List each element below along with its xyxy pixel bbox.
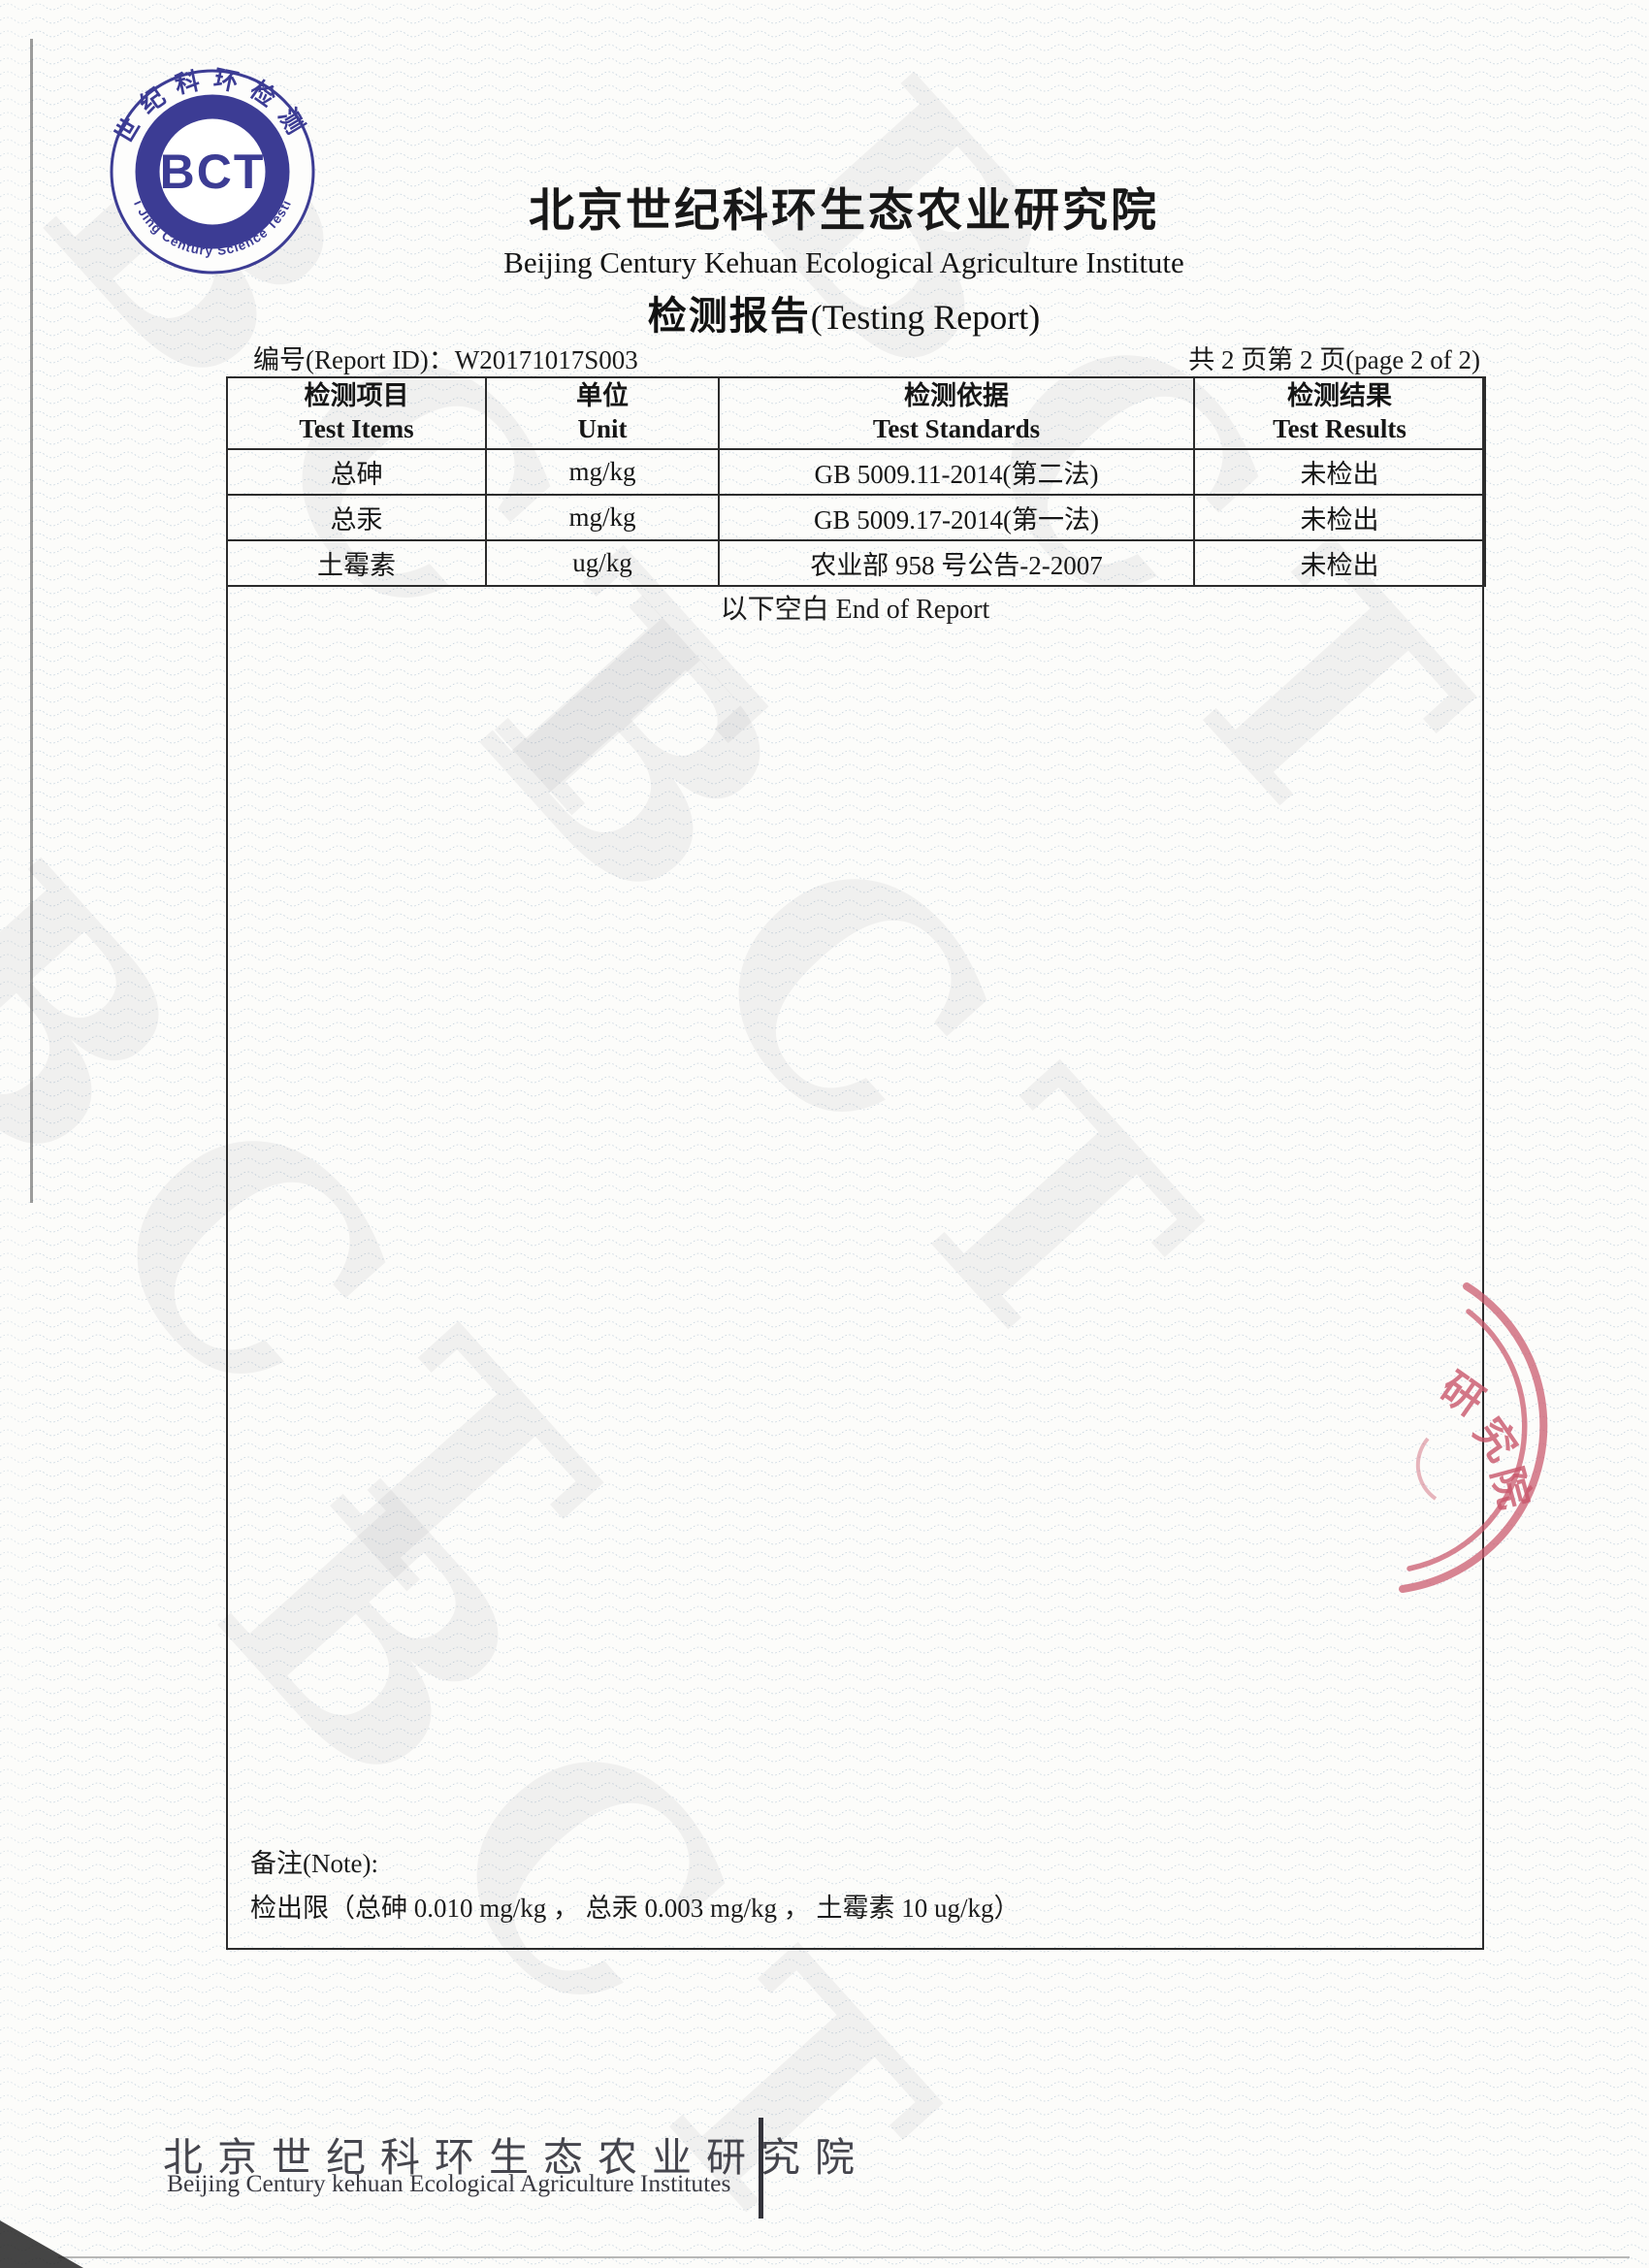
table-header-row: 检测项目 Test Items 单位 Unit 检测依据 Test Standa… [226,376,1486,450]
cell-result: 未检出 [1193,448,1486,496]
stamp-char: 究 [1465,1410,1526,1470]
notes-block: 备注(Note): 检出限（总砷 0.010 mg/kg ， 总汞 0.003 … [250,1841,1020,1930]
col-header-en: Test Standards [872,414,1041,443]
footer-institute-zh: 北京世纪科环生态农业研究院 [163,2135,869,2180]
footer-divider-bar [759,2118,763,2219]
report-header: 北京世纪科环生态农业研究院 Beijing Century Kehuan Eco… [320,173,1368,340]
report-id-line: 编号(Report ID)：W20171017S003 [253,339,638,376]
footer-institute-en: Beijing Century kehuan Ecological Agricu… [167,2169,731,2197]
table-row: 总砷 mg/kg GB 5009.11-2014(第二法) 未检出 [226,448,1486,496]
institute-name-en: Beijing Century Kehuan Ecological Agricu… [503,245,1184,279]
col-header-test-results: 检测结果 Test Results [1193,376,1486,450]
col-header-en: Test Results [1273,414,1406,443]
bct-institute-logo: 世纪科环检测 Bei Jing Century Science Testing … [107,66,315,275]
col-header-test-items: 检测项目 Test Items [226,376,487,450]
stamp-char: 研 [1432,1366,1491,1426]
col-header-en: Unit [577,414,628,443]
table-row: 总汞 mg/kg GB 5009.17-2014(第一法) 未检出 [226,494,1486,541]
cell-test-item: 土霉素 [226,539,487,587]
report-title: 检测报告(Testing Report) [320,284,1368,340]
report-title-zh: 检测报告 [647,294,811,338]
cell-standard: 农业部 958 号公告-2-2007 [718,539,1195,587]
col-header-test-standards: 检测依据 Test Standards [718,376,1195,450]
scan-edge-artifact-bottom [58,2256,1630,2258]
cell-unit: ug/kg [485,539,720,587]
col-header-unit: 单位 Unit [485,376,720,450]
end-of-report-note: 以下空白 End of Report [720,595,990,625]
report-id-value: W20171017S003 [454,345,638,374]
page-info: 共 2 页第 2 页(page 2 of 2) [1188,345,1480,374]
cell-test-item: 总汞 [226,494,487,541]
stamp-char: 院 [1482,1462,1536,1513]
scan-edge-artifact-left [30,39,33,1203]
cell-unit: mg/kg [485,448,720,496]
test-results-table: 检测项目 Test Items 单位 Unit 检测依据 Test Standa… [226,376,1486,587]
cell-test-item: 总砷 [226,448,487,496]
col-header-zh: 检测结果 [1287,381,1392,411]
detection-limits: 检出限（总砷 0.010 mg/kg ， 总汞 0.003 mg/kg ， 土霉… [250,1894,1020,1923]
cell-result: 未检出 [1193,539,1486,587]
cell-standard: GB 5009.11-2014(第二法) [718,448,1195,496]
institute-name-zh: 北京世纪科环生态农业研究院 [529,186,1159,237]
col-header-en: Test Items [299,414,414,443]
cell-unit: mg/kg [485,494,720,541]
col-header-zh: 检测项目 [304,381,409,411]
logo-bct-text: BCT [160,145,266,199]
cell-standard: GB 5009.17-2014(第一法) [718,494,1195,541]
report-id-label: 编号(Report ID)： [253,345,455,374]
red-seal-stamp: 研 究 院 [1399,1282,1548,1593]
cell-result: 未检出 [1193,494,1486,541]
col-header-zh: 单位 [576,381,629,411]
note-label: 备注(Note): [250,1849,378,1878]
report-title-en: (Testing Report) [810,298,1041,337]
col-header-zh: 检测依据 [904,381,1009,411]
table-row: 土霉素 ug/kg 农业部 958 号公告-2-2007 未检出 [226,539,1486,587]
